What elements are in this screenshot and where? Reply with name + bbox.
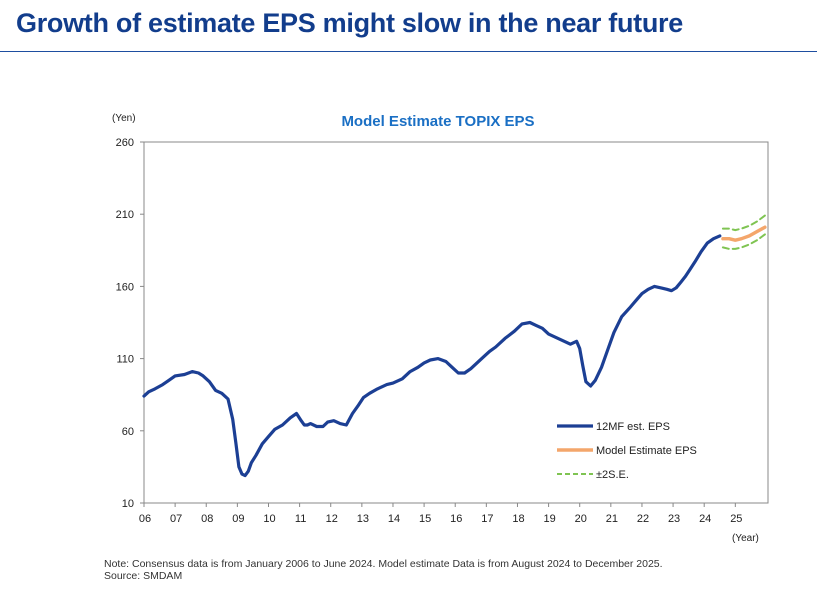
footnote-note: Note: Consensus data is from January 200…: [104, 558, 663, 570]
x-tick-label: 13: [357, 513, 369, 525]
x-tick-label: 14: [388, 513, 400, 525]
title-divider: [0, 51, 817, 52]
x-tick-label: 11: [295, 513, 306, 525]
x-axis-unit: (Year): [732, 533, 759, 544]
y-tick-label: 60: [122, 426, 134, 438]
y-tick-label: 210: [116, 209, 134, 221]
plot-frame: [143, 141, 769, 504]
series-line-model-estimate-eps: [721, 225, 767, 242]
x-tick-label: 23: [668, 513, 680, 525]
x-tick-label: 15: [419, 513, 431, 525]
chart-title: Model Estimate TOPIX EPS: [341, 113, 534, 130]
series-line-12mf-est-eps: [142, 234, 722, 478]
legend-label: ±2S.E.: [596, 469, 629, 481]
y-tick-label: 110: [116, 354, 134, 366]
y-axis-unit: (Yen): [112, 113, 136, 124]
axes-group: 10 60 110 160 210 260 06 07 08 09 10 11 12 13 14 15 16 17…: [116, 137, 769, 525]
x-tick-label: 20: [575, 513, 587, 525]
page-title: Growth of estimate EPS might slow in the…: [16, 8, 683, 38]
legend: 12MF est. EPS Model Estimate EPS ±2S.E.: [557, 421, 697, 481]
x-tick-label: 12: [326, 513, 338, 525]
x-tick-label: 21: [606, 513, 618, 525]
eps-chart: Model Estimate TOPIX EPS (Yen) (Year) 10…: [112, 113, 769, 544]
x-tick-label: 19: [543, 513, 555, 525]
x-tick-label: 18: [512, 513, 524, 525]
series-line-lower-2se: [721, 233, 766, 250]
y-tick-label: 160: [116, 281, 134, 293]
x-tick-label: 22: [637, 513, 649, 525]
footnote-source: Source: SMDAM: [104, 570, 183, 582]
x-tick-label: 07: [170, 513, 182, 525]
y-tick-label: 10: [122, 498, 134, 510]
x-tick-label: 09: [232, 513, 244, 525]
x-tick-label: 08: [201, 513, 213, 525]
x-tick-label: 10: [263, 513, 275, 525]
x-tick-label: 24: [699, 513, 711, 525]
legend-label: Model Estimate EPS: [596, 445, 697, 457]
x-tick-label: 16: [450, 513, 462, 525]
x-tick-label: 25: [730, 513, 742, 525]
series-line-upper-2se: [721, 214, 766, 232]
x-tick-label: 06: [139, 513, 151, 525]
x-tick-label: 17: [481, 513, 493, 525]
legend-label: 12MF est. EPS: [596, 421, 670, 433]
series-group: [142, 214, 767, 478]
y-tick-label: 260: [116, 137, 134, 149]
footnote: Note: Consensus data is from January 200…: [104, 558, 663, 582]
